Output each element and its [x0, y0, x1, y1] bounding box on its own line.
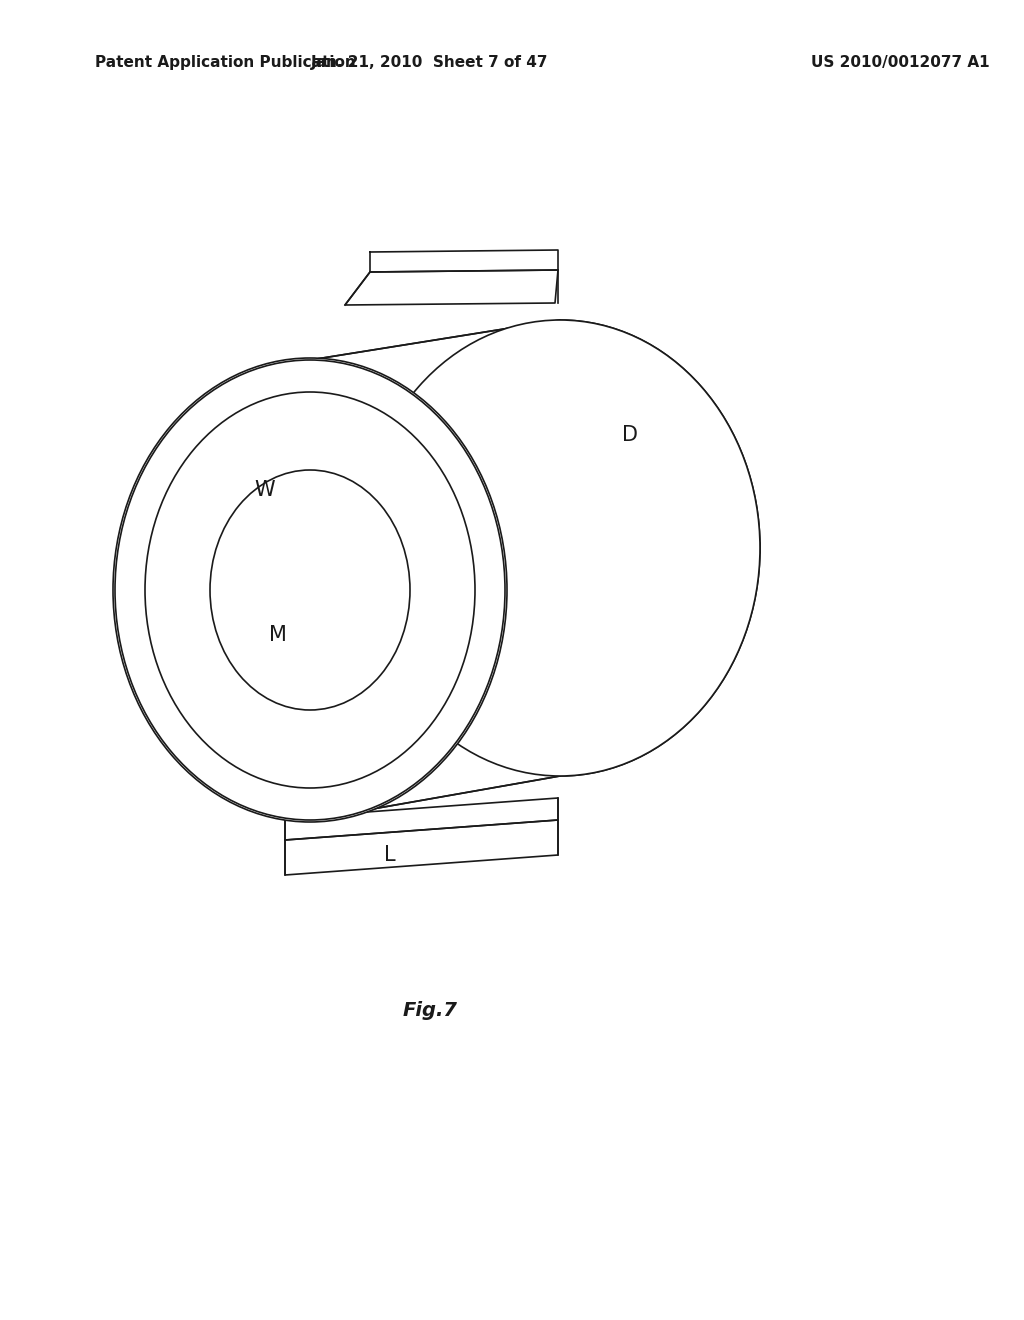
Text: Jan. 21, 2010  Sheet 7 of 47: Jan. 21, 2010 Sheet 7 of 47	[311, 54, 549, 70]
Ellipse shape	[113, 358, 507, 822]
Text: D: D	[622, 425, 638, 445]
Text: US 2010/0012077 A1: US 2010/0012077 A1	[811, 54, 989, 70]
Text: W: W	[255, 480, 275, 500]
Text: Patent Application Publication: Patent Application Publication	[95, 54, 355, 70]
Ellipse shape	[360, 319, 760, 776]
Text: L: L	[384, 845, 396, 865]
Text: M: M	[269, 624, 287, 645]
Text: Fig.7: Fig.7	[402, 1001, 458, 1019]
